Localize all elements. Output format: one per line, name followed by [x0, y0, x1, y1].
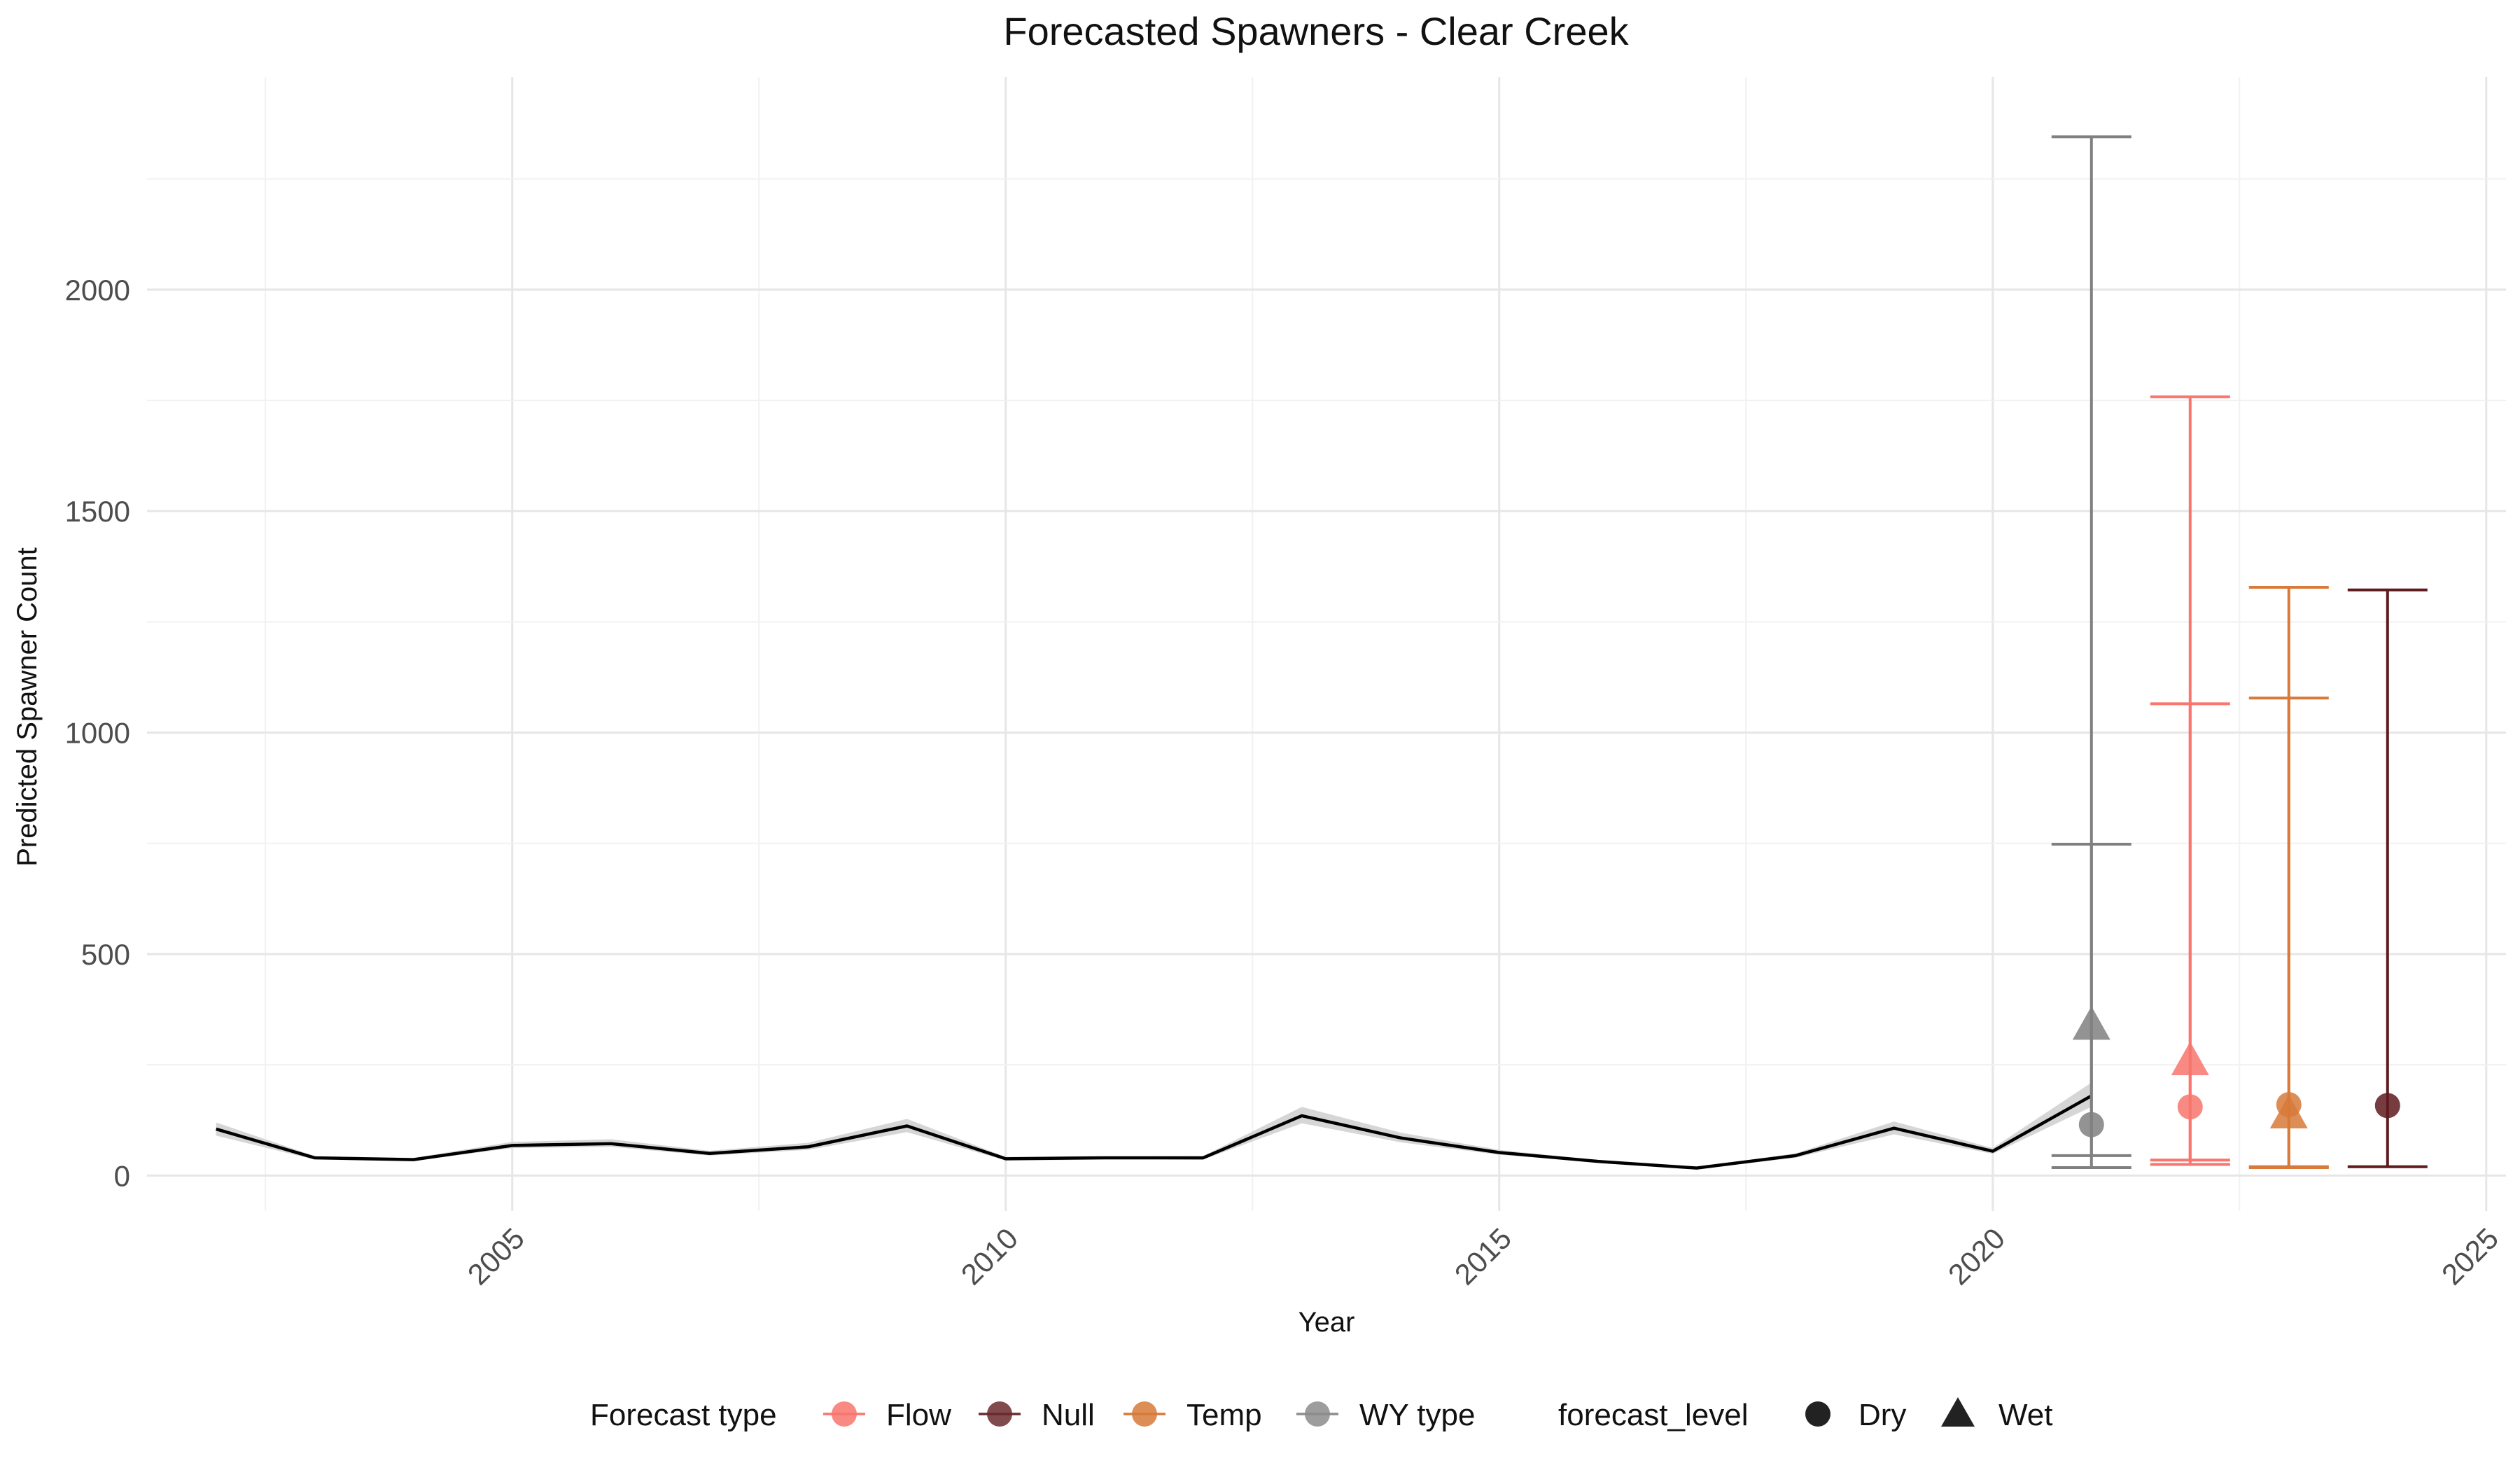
x-tick-label: 2025 [2435, 1222, 2505, 1291]
legend-item-wy-type: WY type [1296, 1398, 1475, 1432]
legend-key-circle [1805, 1401, 1830, 1427]
legend-label: Temp [1186, 1398, 1262, 1432]
legend-color-title: Forecast type [590, 1398, 777, 1432]
legend-label: WY type [1359, 1398, 1475, 1432]
legend-label: Flow [886, 1398, 951, 1432]
forecast-point-triangle [2072, 1006, 2110, 1040]
forecast-point-circle [2374, 1093, 2400, 1119]
y-tick-label: 0 [114, 1159, 130, 1192]
x-tick-label: 2020 [1942, 1222, 2011, 1291]
forecast-flow-wet [2150, 395, 2230, 1162]
x-axis-title: Year [1298, 1307, 1355, 1338]
y-tick-label: 1500 [65, 495, 130, 528]
legend-item-temp: Temp [1124, 1398, 1262, 1432]
observed-line [216, 1094, 2092, 1170]
x-tick-label: 2015 [1448, 1222, 1518, 1291]
forecast-layer [2051, 135, 2428, 1169]
legend-key-triangle [1941, 1397, 1975, 1427]
forecast-point-triangle [2269, 1094, 2308, 1128]
forecast-wy-type-wet [2051, 135, 2132, 1157]
legend-item-wet: Wet [1941, 1397, 2052, 1432]
legend-key-circle [832, 1401, 857, 1427]
confidence-band [216, 1082, 2092, 1169]
forecast-point-triangle [2171, 1042, 2209, 1076]
legend-key-circle [1132, 1401, 1157, 1427]
legend-key-circle [987, 1401, 1012, 1427]
y-tick-labels: 0 500 1000 1500 2000 [65, 274, 130, 1193]
legend-key-circle [1305, 1401, 1330, 1427]
legend-label: Wet [1998, 1398, 2052, 1432]
y-tick-label: 1000 [65, 717, 130, 750]
grid-layer [147, 77, 2506, 1211]
legend-item-flow: Flow [823, 1398, 951, 1432]
legend-item-null: Null [979, 1398, 1095, 1432]
confidence-band-layer [216, 1082, 2092, 1169]
legend-label: Dry [1858, 1398, 1906, 1432]
legend-shape-title: forecast_level [1558, 1398, 1748, 1432]
y-axis-title: Predicted Spawner Count [12, 547, 43, 867]
legend-item-dry: Dry [1805, 1398, 1906, 1432]
legend: Forecast type Flow Null Temp WY type forecast… [590, 1397, 2052, 1432]
x-tick-labels: 2005 2010 2015 2020 2025 [461, 1222, 2505, 1291]
y-tick-label: 500 [81, 938, 130, 971]
observed-line-layer [216, 1094, 2092, 1170]
y-tick-label: 2000 [65, 274, 130, 307]
x-tick-label: 2010 [955, 1222, 1024, 1291]
x-tick-label: 2005 [461, 1222, 531, 1291]
legend-label: Null [1042, 1398, 1095, 1432]
forecast-temp-wet [2248, 586, 2329, 1168]
forecast-null-dry [2347, 588, 2428, 1168]
chart-title: Forecasted Spawners - Clear Creek [1003, 9, 1629, 53]
